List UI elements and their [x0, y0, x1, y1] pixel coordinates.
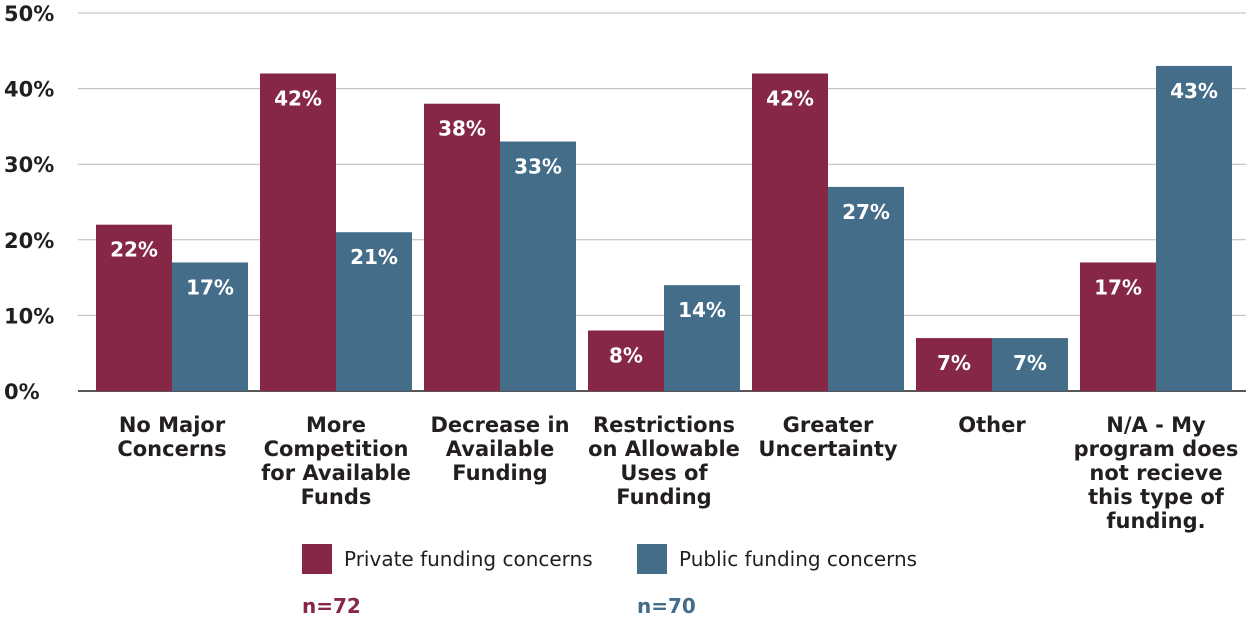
category-label-line: No Major [119, 413, 226, 437]
category-label-line: Concerns [117, 437, 226, 461]
category-label: Other [958, 413, 1026, 437]
category-label-line: program does [1074, 437, 1239, 461]
bar-public [172, 262, 248, 391]
legend-label-private: Private funding concerns [344, 547, 593, 571]
data-label: 14% [678, 298, 726, 322]
bar-private [424, 103, 500, 391]
category-label-line: Restrictions [593, 413, 735, 437]
data-label: 21% [350, 245, 398, 269]
category-label: Greater Uncertainty [758, 413, 897, 461]
bar-private [96, 224, 172, 391]
category-label-line: not recieve [1089, 461, 1222, 485]
category-label: More Competition for Available Funds [261, 413, 411, 509]
y-tick-label: 0% [4, 380, 40, 404]
data-label: 43% [1170, 79, 1218, 103]
data-label: 27% [842, 200, 890, 224]
bar-public [336, 232, 412, 391]
bar-public [500, 141, 576, 391]
category-label-line: this type of [1088, 485, 1225, 509]
bar-private [588, 330, 664, 391]
legend-label-public: Public funding concerns [679, 547, 918, 571]
legend-private: Private funding concerns [302, 544, 593, 574]
category-label-line: Decrease in [430, 413, 569, 437]
y-tick-label: 20% [4, 229, 54, 253]
legend-swatch-public [637, 544, 667, 574]
y-tick-label: 50% [4, 2, 54, 26]
sample-size-public: n=70 [637, 594, 696, 618]
category-label-line: Available [446, 437, 554, 461]
legend-swatch-private [302, 544, 332, 574]
data-label: 22% [110, 238, 158, 262]
data-label: 38% [438, 117, 486, 141]
bar-chart: 0% 10% 20% 30% 40% 50% 22% 17% No Major Concerns 4… [4, 2, 1246, 533]
bar-private [1080, 262, 1156, 391]
y-tick-label: 10% [4, 304, 54, 328]
category-label-line: Uncertainty [758, 437, 897, 461]
category-label-line: for Available [261, 461, 411, 485]
bar-private [752, 73, 828, 391]
data-label: 33% [514, 155, 562, 179]
data-label: 17% [186, 275, 234, 299]
bar-private [916, 338, 992, 391]
y-tick-label: 40% [4, 78, 54, 102]
category-label: Restrictions on Allowable Uses of Funding [588, 413, 740, 509]
category-label-line: Greater [783, 413, 874, 437]
data-label: 7% [1013, 351, 1047, 375]
category-label: Decrease in Available Funding [430, 413, 569, 485]
sample-size-private: n=72 [302, 594, 361, 618]
category-label-line: Other [958, 413, 1026, 437]
category-label-line: Funds [301, 485, 372, 509]
legend-public: Public funding concerns [637, 544, 917, 574]
data-label: 42% [274, 86, 322, 110]
data-label: 17% [1094, 275, 1142, 299]
category-label-line: Competition [264, 437, 409, 461]
data-label: 7% [937, 351, 971, 375]
data-label: 42% [766, 86, 814, 110]
category-label-line: Funding [452, 461, 547, 485]
category-label-line: Funding [616, 485, 711, 509]
category-label-line: funding. [1106, 509, 1205, 533]
category-label-line: Uses of [620, 461, 708, 485]
data-label: 8% [609, 344, 643, 368]
category-label-line: on Allowable [588, 437, 740, 461]
y-tick-label: 30% [4, 153, 54, 177]
bar-public [992, 338, 1068, 391]
bar-public [828, 186, 904, 391]
bar-private [260, 73, 336, 391]
bar-public [1156, 65, 1232, 392]
category-label: No Major Concerns [117, 413, 226, 461]
category-label-line: More [306, 413, 366, 437]
category-label-line: N/A - My [1106, 413, 1206, 437]
bar-public [664, 285, 740, 391]
category-label: N/A - My program does not recieve this type… [1074, 413, 1239, 533]
